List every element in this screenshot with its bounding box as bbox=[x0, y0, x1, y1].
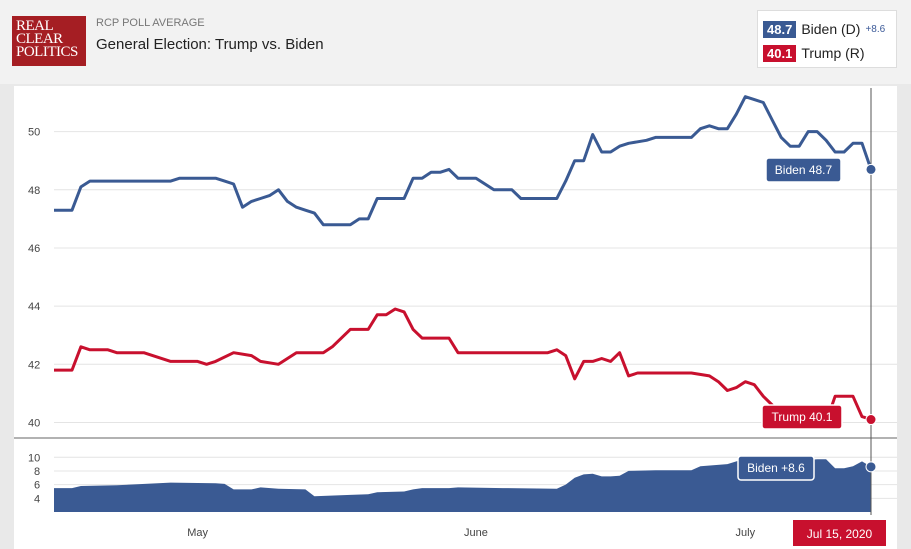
legend-row-trump[interactable]: 40.1 Trump (R) bbox=[763, 43, 865, 63]
trump-line bbox=[54, 307, 872, 424]
legend: 48.7 Biden (D) +8.6 40.1 Trump (R) bbox=[757, 10, 897, 68]
biden-line bbox=[54, 95, 873, 227]
legend-biden-spread: +8.6 bbox=[865, 23, 886, 35]
spread-callout-text: Biden +8.6 bbox=[747, 461, 805, 475]
x-tick-label: June bbox=[464, 527, 488, 539]
y-tick-label: 40 bbox=[28, 417, 40, 429]
spread-end-point bbox=[865, 461, 877, 473]
header: REAL CLEAR POLITICS RCP POLL AVERAGE Gen… bbox=[0, 0, 911, 84]
legend-biden-value: 48.7 bbox=[763, 20, 797, 38]
trump-end-point bbox=[865, 414, 877, 426]
y-tick-label: 44 bbox=[28, 301, 40, 313]
chart-title: General Election: Trump vs. Biden bbox=[96, 36, 324, 53]
spread-y-tick-label: 4 bbox=[34, 493, 40, 505]
spread-callout-box bbox=[737, 455, 815, 481]
x-tick-label: July bbox=[736, 527, 756, 539]
spread-y-tick-label: 6 bbox=[34, 480, 40, 492]
legend-trump-name: Trump (R) bbox=[801, 45, 865, 61]
spread-y-tick-label: 10 bbox=[28, 452, 40, 464]
logo-line-2: CLEAR bbox=[16, 31, 63, 47]
date-badge-box bbox=[793, 520, 886, 546]
chart-subtitle: RCP POLL AVERAGE bbox=[96, 17, 205, 29]
y-tick-label: 42 bbox=[28, 359, 40, 371]
spread-area bbox=[54, 456, 871, 512]
biden-callout-text: Biden 48.7 bbox=[775, 163, 833, 177]
y-tick-label: 46 bbox=[28, 243, 40, 255]
legend-trump-value: 40.1 bbox=[763, 44, 797, 62]
logo-line-1: REAL bbox=[16, 18, 54, 34]
y-tick-label: 48 bbox=[28, 185, 40, 197]
logo-line-3: POLITICS bbox=[16, 44, 78, 60]
rcp-logo[interactable]: REAL CLEAR POLITICS bbox=[12, 16, 86, 66]
legend-row-biden[interactable]: 48.7 Biden (D) +8.6 bbox=[763, 19, 885, 39]
biden-callout-box bbox=[765, 157, 842, 183]
trump-callout-text: Trump 40.1 bbox=[772, 410, 833, 424]
biden-end-point bbox=[865, 163, 877, 175]
x-tick-label: May bbox=[187, 527, 208, 539]
trump-callout-box bbox=[761, 404, 843, 430]
spread-y-tick-label: 8 bbox=[34, 466, 40, 478]
y-tick-label: 50 bbox=[28, 127, 40, 139]
legend-biden-name: Biden (D) bbox=[801, 21, 861, 37]
date-badge-text: Jul 15, 2020 bbox=[807, 527, 873, 541]
